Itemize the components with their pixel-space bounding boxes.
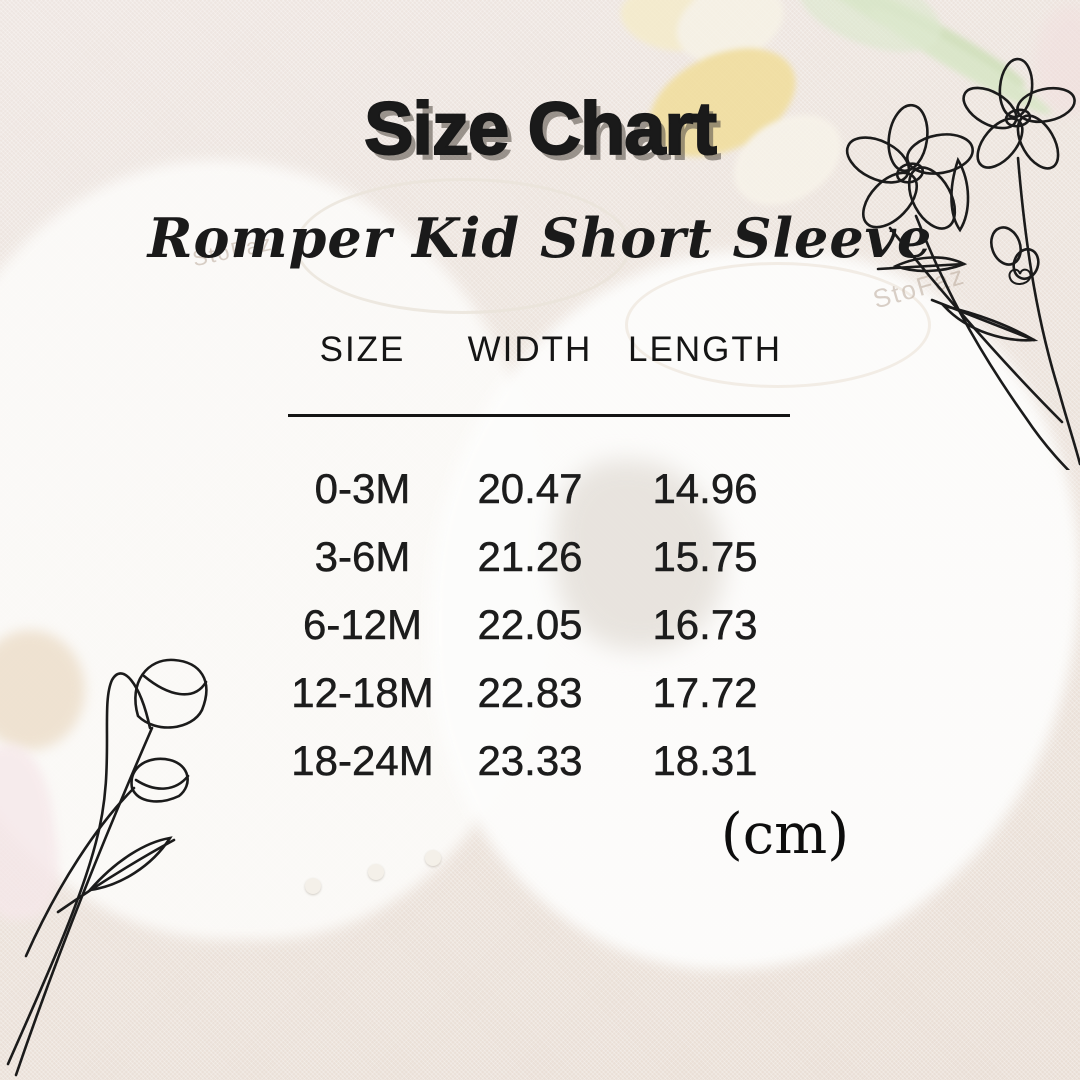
fabric-fold-shadow [555,460,725,650]
column-header-size: SIZE [319,330,406,369]
table-row: 12-18M 22.83 17.72 [285,659,790,727]
size-cell: 6-12M [302,601,423,649]
snap-button [368,864,384,880]
table-row: 18-24M 23.33 18.31 [285,727,790,795]
table-row: 3-6M 21.26 15.75 [285,523,790,591]
side-photo-prop [0,630,85,750]
width-cell: 22.05 [477,601,583,649]
width-cell: 21.26 [477,533,583,581]
table-row: 6-12M 22.05 16.73 [285,591,790,659]
table-header-row: SIZE WIDTH LENGTH [285,330,790,370]
snap-button [305,878,321,894]
snap-button [425,850,441,866]
length-cell: 18.31 [652,737,758,785]
unit-note: (cm) [720,802,850,867]
size-cell: 18-24M [291,737,434,785]
product-subtitle: Romper Kid Short Sleeve [147,206,933,270]
table-row: 0-3M 20.47 14.96 [285,455,790,523]
header-divider-line [288,414,790,417]
length-cell: 16.73 [652,601,758,649]
page-title: Size Chart [363,86,718,171]
length-cell: 15.75 [652,533,758,581]
width-cell: 22.83 [477,669,583,717]
tulip-line-art-icon [6,658,208,1077]
size-cell: 12-18M [291,669,434,717]
romper-collar-left [295,178,631,314]
width-cell: 20.47 [477,465,583,513]
column-header-width: WIDTH [467,330,593,369]
poppy-line-art-icon [845,57,1080,470]
column-header-length: LENGTH [628,330,782,369]
size-table: 0-3M 20.47 14.96 3-6M 21.26 15.75 6-12M … [285,455,790,795]
size-cell: 0-3M [314,465,411,513]
size-cell: 3-6M [314,533,411,581]
length-cell: 14.96 [652,465,758,513]
romper-collar-right [625,262,931,388]
width-cell: 23.33 [477,737,583,785]
length-cell: 17.72 [652,669,758,717]
